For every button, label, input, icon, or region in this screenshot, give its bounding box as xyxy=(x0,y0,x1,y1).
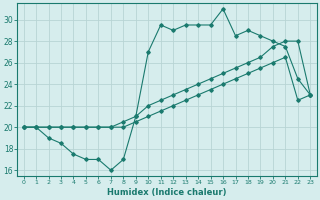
X-axis label: Humidex (Indice chaleur): Humidex (Indice chaleur) xyxy=(107,188,227,197)
